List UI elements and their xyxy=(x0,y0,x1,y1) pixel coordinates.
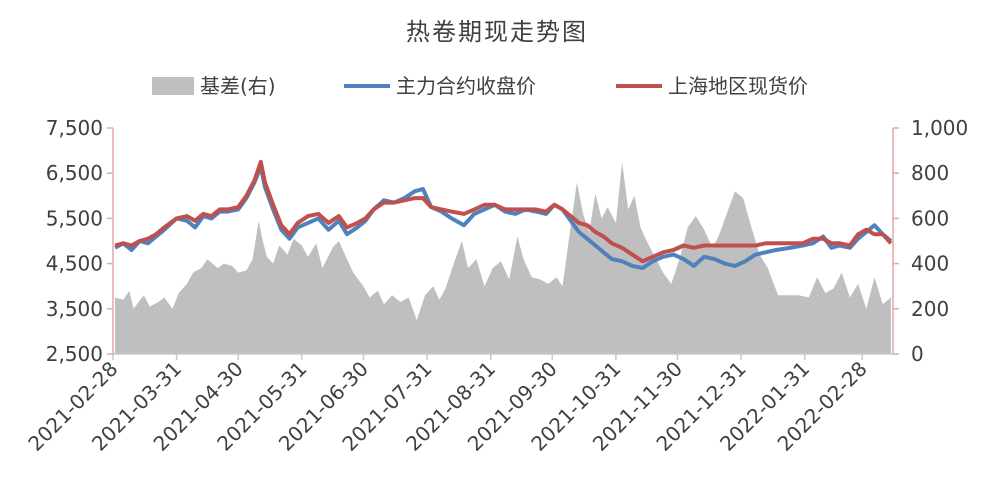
left-tick-label: 3,500 xyxy=(46,297,103,321)
right-tick-label: 600 xyxy=(911,206,949,230)
left-tick-label: 7,500 xyxy=(46,116,103,140)
chart-title: 热卷期现走势图 xyxy=(406,18,588,46)
right-tick-label: 800 xyxy=(911,161,949,185)
series-area-basis xyxy=(115,161,891,354)
right-tick-label: 1,000 xyxy=(911,116,968,140)
right-tick-label: 0 xyxy=(911,342,924,366)
legend-label-spot: 上海地区现货价 xyxy=(668,74,808,98)
legend-label-futures: 主力合约收盘价 xyxy=(396,74,536,98)
legend-swatch-basis xyxy=(152,77,194,95)
right-tick-label: 200 xyxy=(911,297,949,321)
right-tick-label: 400 xyxy=(911,252,949,276)
chart-legend: 基差(右) 主力合约收盘价 上海地区现货价 xyxy=(152,74,808,98)
left-tick-label: 2,500 xyxy=(46,342,103,366)
left-tick-label: 5,500 xyxy=(46,206,103,230)
left-tick-label: 6,500 xyxy=(46,161,103,185)
plot-area: 7,500 6,500 5,500 4,500 3,500 2,500 1,000 800 60… xyxy=(23,116,968,456)
left-tick-label: 4,500 xyxy=(46,252,103,276)
series-line-futures xyxy=(114,164,893,271)
legend-label-basis: 基差(右) xyxy=(200,74,276,98)
series-line-spot xyxy=(114,159,893,264)
